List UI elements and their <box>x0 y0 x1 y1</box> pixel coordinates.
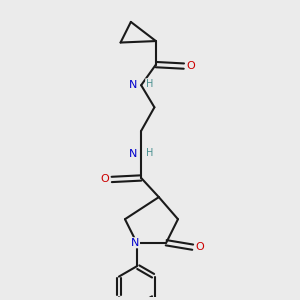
Text: O: O <box>196 242 204 252</box>
Text: N: N <box>131 238 140 248</box>
Text: O: O <box>100 174 109 184</box>
Text: N: N <box>128 149 137 159</box>
Text: H: H <box>146 79 153 89</box>
Text: H: H <box>146 148 153 158</box>
Text: O: O <box>187 61 196 71</box>
Text: N: N <box>128 80 137 90</box>
